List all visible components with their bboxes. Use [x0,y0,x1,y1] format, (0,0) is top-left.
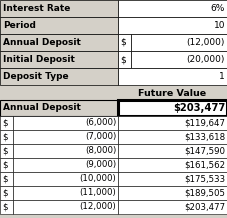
Text: (11,000): (11,000) [79,189,116,198]
Bar [118,172,227,186]
Text: Period: Period [3,21,36,30]
Bar [13,144,118,158]
Bar [118,68,227,85]
Text: $119,647: $119,647 [184,119,225,128]
Text: $: $ [2,189,7,198]
Text: Annual Deposit: Annual Deposit [3,38,81,47]
Text: Initial Deposit: Initial Deposit [3,55,75,64]
Text: $: $ [2,133,7,141]
Text: $: $ [2,203,7,211]
Bar [13,130,118,144]
Bar [13,116,118,130]
Bar [0,0,118,17]
Bar [0,130,13,144]
Text: Annual Deposit: Annual Deposit [3,104,81,112]
Text: $: $ [2,174,7,184]
Text: (10,000): (10,000) [79,174,116,184]
Bar [13,158,118,172]
Bar [118,158,227,172]
Bar [118,116,227,130]
Bar [0,34,118,51]
Bar [131,51,227,68]
Bar [118,144,227,158]
Bar [0,17,118,34]
Text: 10: 10 [214,21,225,30]
Bar [0,172,13,186]
Bar [118,34,131,51]
Bar [0,200,13,214]
Bar [13,172,118,186]
Bar [118,186,227,200]
Text: $: $ [2,160,7,170]
Text: (12,000): (12,000) [79,203,116,211]
Text: 6%: 6% [211,4,225,13]
Bar [118,17,227,34]
Text: Future Value: Future Value [138,89,207,98]
Bar [118,0,227,17]
Text: Deposit Type: Deposit Type [3,72,69,81]
Text: $203,477: $203,477 [173,103,225,113]
Text: $: $ [120,38,126,47]
Bar [118,51,131,68]
Text: (7,000): (7,000) [85,133,116,141]
Text: $: $ [2,146,7,155]
Bar [0,116,13,130]
Text: $147,590: $147,590 [184,146,225,155]
Bar [118,130,227,144]
Text: $: $ [2,119,7,128]
Bar [131,34,227,51]
Text: (9,000): (9,000) [85,160,116,170]
Text: $161,562: $161,562 [184,160,225,170]
Text: $: $ [120,55,126,64]
Bar [0,100,118,116]
Bar [0,51,118,68]
Text: 1: 1 [219,72,225,81]
Bar [0,144,13,158]
Text: (12,000): (12,000) [187,38,225,47]
Text: Interest Rate: Interest Rate [3,4,70,13]
Text: $175,533: $175,533 [184,174,225,184]
Bar [13,200,118,214]
Bar [0,186,13,200]
Bar [0,158,13,172]
Text: (8,000): (8,000) [85,146,116,155]
Text: $133,618: $133,618 [184,133,225,141]
Bar [13,186,118,200]
Bar [118,200,227,214]
Bar [0,68,118,85]
Text: $203,477: $203,477 [184,203,225,211]
Text: (6,000): (6,000) [85,119,116,128]
Bar [118,100,227,116]
Text: (20,000): (20,000) [187,55,225,64]
Text: $189,505: $189,505 [184,189,225,198]
